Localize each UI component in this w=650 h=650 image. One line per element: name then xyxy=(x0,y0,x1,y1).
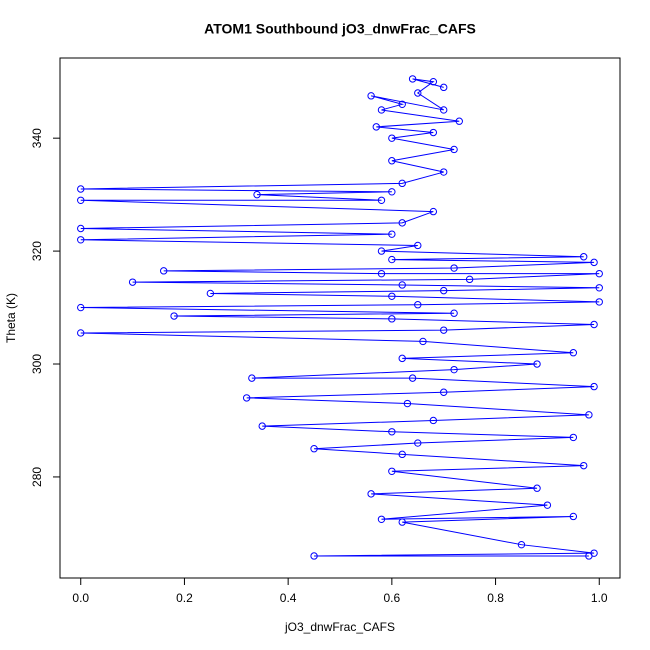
point xyxy=(590,382,598,391)
point xyxy=(414,439,422,447)
point xyxy=(388,467,396,475)
point xyxy=(367,490,375,498)
point xyxy=(248,374,256,382)
point xyxy=(440,168,448,176)
point xyxy=(388,230,396,238)
point xyxy=(569,512,578,521)
point xyxy=(440,388,448,396)
y-tick-label: 280 xyxy=(30,467,44,487)
point xyxy=(429,128,438,137)
point xyxy=(77,224,85,233)
point xyxy=(372,123,380,131)
point xyxy=(398,518,406,526)
point xyxy=(569,349,578,357)
point xyxy=(377,106,386,114)
point xyxy=(590,320,598,329)
point xyxy=(450,145,458,154)
point xyxy=(377,247,386,255)
x-tick-label: 0.6 xyxy=(384,591,401,605)
point xyxy=(408,374,417,382)
point xyxy=(388,157,396,165)
point xyxy=(580,461,588,470)
y-axis-label: Theta (K) xyxy=(4,293,18,343)
point xyxy=(398,219,406,227)
x-tick-label: 0.0 xyxy=(72,591,89,605)
point xyxy=(367,92,375,100)
chart-title: ATOM1 Southbound jO3_dnwFrac_CAFS xyxy=(204,21,476,37)
point xyxy=(377,196,386,204)
point xyxy=(77,196,85,204)
point xyxy=(77,329,85,337)
point xyxy=(253,190,261,199)
point xyxy=(429,416,438,425)
x-tick-label: 0.8 xyxy=(487,591,504,605)
point xyxy=(128,278,137,286)
x-tick-label: 0.2 xyxy=(176,591,193,605)
point xyxy=(569,433,578,442)
point xyxy=(465,275,474,284)
point xyxy=(440,326,448,334)
point xyxy=(398,100,406,108)
point xyxy=(543,501,552,509)
point xyxy=(377,269,386,278)
point xyxy=(455,117,463,125)
point xyxy=(403,399,412,408)
point xyxy=(388,255,396,264)
point xyxy=(414,241,422,250)
point xyxy=(77,303,85,312)
point xyxy=(388,188,396,196)
point xyxy=(585,411,593,419)
y-tick-label: 340 xyxy=(30,128,44,148)
point xyxy=(440,286,448,295)
x-tick-label: 0.4 xyxy=(280,591,297,605)
point xyxy=(419,337,427,346)
point xyxy=(388,292,396,300)
point xyxy=(170,312,178,320)
point xyxy=(429,207,438,216)
point xyxy=(258,422,266,430)
point xyxy=(398,450,406,459)
point xyxy=(310,552,318,560)
point xyxy=(414,301,422,309)
point xyxy=(533,484,541,492)
point xyxy=(377,515,386,523)
point xyxy=(206,289,215,298)
point xyxy=(580,253,588,261)
point xyxy=(388,315,396,323)
point xyxy=(517,540,526,549)
point xyxy=(398,281,406,289)
x-tick-label: 1.0 xyxy=(591,591,608,605)
point xyxy=(388,134,396,142)
point xyxy=(440,83,448,92)
point xyxy=(398,179,406,188)
point xyxy=(450,264,458,272)
series-line xyxy=(80,78,600,557)
y-tick-label: 320 xyxy=(30,241,44,261)
point xyxy=(398,354,406,363)
point xyxy=(310,445,318,453)
plot-frame xyxy=(59,57,621,579)
point xyxy=(77,185,85,193)
point xyxy=(242,394,251,402)
point xyxy=(160,267,168,275)
point xyxy=(590,258,598,267)
y-tick-label: 300 xyxy=(30,354,44,374)
point xyxy=(414,89,422,97)
point xyxy=(388,428,396,436)
point xyxy=(590,549,598,557)
point xyxy=(429,78,438,86)
point xyxy=(595,298,603,306)
point xyxy=(450,309,458,317)
point xyxy=(440,106,448,114)
point xyxy=(408,75,417,83)
point xyxy=(595,284,603,292)
point xyxy=(77,236,85,244)
point xyxy=(595,269,603,278)
point xyxy=(533,360,541,368)
point xyxy=(450,365,458,374)
x-axis-label: jO3_dnwFrac_CAFS xyxy=(284,620,395,634)
